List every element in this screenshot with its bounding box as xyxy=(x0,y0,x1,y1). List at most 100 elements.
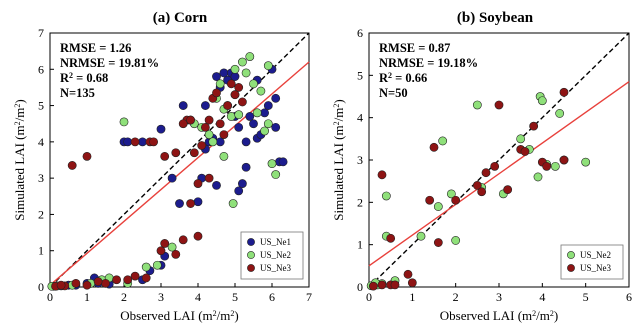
data-point-us_ne3 xyxy=(559,87,569,97)
data-point-us_ne3 xyxy=(171,249,181,259)
legend-label: US_Ne3 xyxy=(260,263,291,273)
y-tick-label: 7 xyxy=(38,26,44,40)
data-point-us_ne2 xyxy=(537,96,547,106)
data-point-us_ne3 xyxy=(490,161,500,171)
data-point-us_ne2 xyxy=(472,100,482,110)
data-point-us_ne2 xyxy=(263,61,273,71)
data-point-us_ne2 xyxy=(215,79,225,89)
data-point-us_ne3 xyxy=(520,147,530,156)
legend-label: US_Ne3 xyxy=(580,263,611,273)
legend-marker xyxy=(567,251,575,259)
data-point-us_ne2 xyxy=(433,202,443,211)
legend-marker xyxy=(247,251,255,259)
data-point-us_ne3 xyxy=(386,233,396,243)
data-point-us_ne1 xyxy=(219,68,229,78)
data-point-us_ne2 xyxy=(533,172,543,182)
data-point-us_ne3 xyxy=(377,170,387,180)
data-point-us_ne3 xyxy=(529,121,539,131)
stat-annotation: NRMSE = 19.81% xyxy=(60,56,159,70)
data-point-us_ne3 xyxy=(237,97,247,107)
data-point-us_ne1 xyxy=(123,137,133,147)
x-tick-label: 5 xyxy=(583,290,589,304)
x-tick-label: 2 xyxy=(121,290,127,304)
data-point-us_ne2 xyxy=(237,57,247,67)
chart-corn: (a) Corn 0 1 2 3 4 5 6 7 0 1 2 3 4 5 6 7 Observed LAI (m… xyxy=(12,10,312,323)
data-point-us_ne3 xyxy=(186,199,195,208)
legend-box xyxy=(560,244,624,280)
data-point-us_ne1 xyxy=(212,72,221,81)
y-tick-label: 5 xyxy=(357,68,363,82)
data-point-us_ne3 xyxy=(407,278,417,288)
legend-marker xyxy=(247,264,255,272)
data-point-us_ne3 xyxy=(71,278,81,288)
stat-annotation: RMSE = 0.87 xyxy=(379,41,450,55)
plot-frame xyxy=(49,32,310,288)
data-point-us_ne2 xyxy=(204,130,214,139)
y-tick-label: 6 xyxy=(357,26,363,40)
x-tick-label: 4 xyxy=(195,290,201,304)
data-point-us_ne2 xyxy=(119,117,129,127)
x-tick-label: 5 xyxy=(232,290,238,304)
data-point-us_ne2 xyxy=(167,242,177,252)
x-tick-label: 3 xyxy=(158,290,164,304)
data-point-us_ne1 xyxy=(138,137,147,147)
data-point-us_ne3 xyxy=(82,151,92,161)
data-point-us_ne3 xyxy=(234,83,244,92)
y-axis-label: Simulated LAI (m2/m2) xyxy=(12,99,27,220)
data-point-us_ne1 xyxy=(215,137,225,147)
data-point-us_ne1 xyxy=(234,122,244,132)
chart-soybean: (b) Soybean 0 1 2 3 4 5 6 0 1 2 3 4 5 6 Observed LAI (… xyxy=(331,10,632,323)
data-point-us_ne2 xyxy=(228,199,238,208)
x-tick-label: 4 xyxy=(539,290,545,304)
data-point-us_ne3 xyxy=(193,179,203,188)
data-point-us_ne3 xyxy=(542,161,552,171)
data-point-us_ne3 xyxy=(226,79,236,89)
data-point-us_ne1 xyxy=(193,197,203,207)
legend-label: US_Ne2 xyxy=(580,250,611,260)
data-point-us_ne3 xyxy=(82,280,92,290)
data-point-us_ne1 xyxy=(263,101,273,110)
data-point-us_ne3 xyxy=(130,137,140,147)
y-tick-label: 3 xyxy=(38,171,44,185)
data-point-us_ne3 xyxy=(160,151,170,161)
data-point-us_ne1 xyxy=(241,162,251,172)
data-point-us_ne3 xyxy=(160,239,170,248)
stat-annotation: N=50 xyxy=(379,86,408,100)
x-tick-label: 7 xyxy=(306,290,312,304)
regression-line xyxy=(49,61,310,286)
data-point-us_ne3 xyxy=(189,148,199,158)
data-point-us_ne3 xyxy=(149,137,158,147)
y-axis-label: Simulated LAI (m2/m2) xyxy=(331,99,346,220)
data-point-us_ne1 xyxy=(200,101,210,110)
data-point-us_ne2 xyxy=(516,134,526,144)
data-point-us_ne2 xyxy=(416,231,426,241)
identity-line xyxy=(49,32,310,288)
data-point-us_ne1 xyxy=(178,101,188,110)
data-point-us_ne3 xyxy=(171,148,181,158)
data-point-us_ne1 xyxy=(278,157,288,167)
data-point-us_ne1 xyxy=(271,93,281,103)
data-point-us_ne2 xyxy=(381,191,391,201)
regression-line xyxy=(368,81,630,267)
data-point-us_ne1 xyxy=(249,119,258,129)
stat-annotation: R2 = 0.68 xyxy=(60,71,108,86)
data-point-us_ne3 xyxy=(477,187,487,197)
data-point-us_ne2 xyxy=(438,136,448,146)
data-point-us_ne3 xyxy=(503,185,513,195)
data-point-us_ne3 xyxy=(451,195,461,205)
chart-title: (a) Corn xyxy=(153,10,208,26)
data-point-us_ne3 xyxy=(425,195,435,205)
data-point-us_ne2 xyxy=(263,119,273,129)
data-point-us_ne1 xyxy=(175,199,184,208)
legend-label: US_Ne2 xyxy=(260,250,291,260)
data-point-us_ne3 xyxy=(472,180,482,190)
data-point-us_ne2 xyxy=(226,112,236,121)
data-point-us_ne3 xyxy=(200,122,210,132)
data-point-us_ne3 xyxy=(230,90,240,100)
data-point-us_ne3 xyxy=(186,115,195,125)
data-point-us_ne3 xyxy=(377,280,387,290)
data-point-us_ne3 xyxy=(93,277,103,286)
data-point-us_ne2 xyxy=(256,86,266,96)
data-point-us_ne1 xyxy=(271,122,281,132)
data-point-us_ne1 xyxy=(234,186,244,196)
